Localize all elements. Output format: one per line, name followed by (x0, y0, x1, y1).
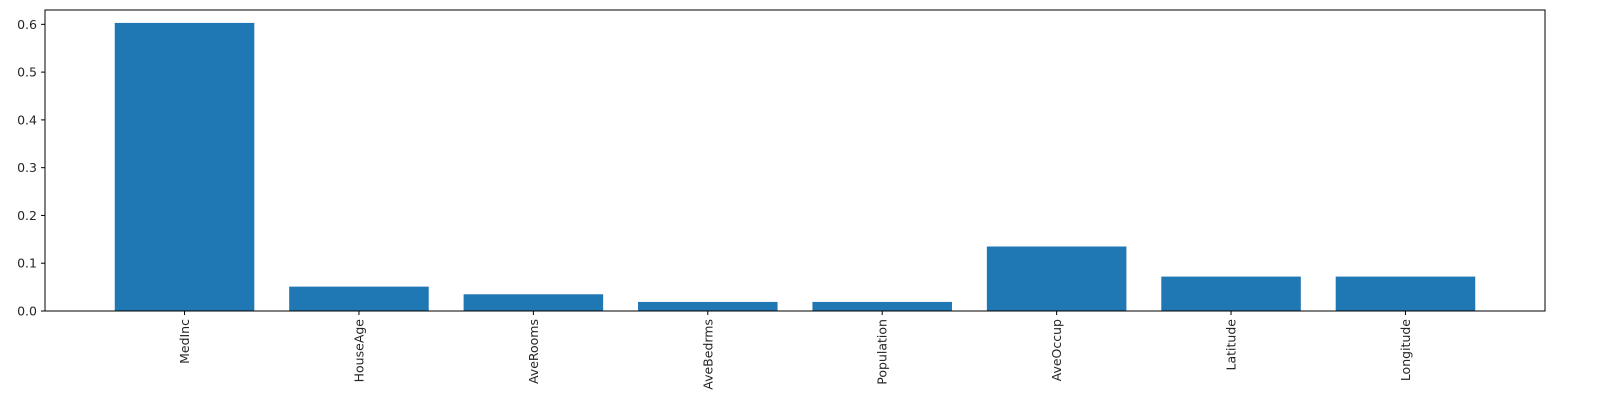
x-tick-label: HouseAge (351, 319, 366, 383)
y-tick-label: 0.2 (17, 208, 37, 223)
y-tick-label: 0.6 (17, 17, 37, 32)
y-tick-label: 0.1 (17, 256, 37, 271)
bars-group (114, 22, 1476, 312)
y-tick-label: 0.4 (17, 112, 37, 127)
bar-averooms (463, 294, 604, 311)
x-tick-label: AveRooms (526, 319, 541, 384)
bar-population (812, 301, 952, 311)
y-tick-label: 0.0 (17, 304, 37, 319)
y-tick-label: 0.5 (17, 65, 37, 80)
x-tick-label: AveBedrms (700, 319, 715, 390)
x-axis: MedInc HouseAge AveRooms AveBedrms Populatio… (177, 311, 1413, 390)
bar-houseage (289, 286, 429, 311)
bar-latitude (1161, 276, 1301, 311)
bar-aveoccup (986, 246, 1127, 311)
x-tick-label: MedInc (177, 319, 192, 364)
y-axis: 0.0 0.1 0.2 0.3 0.4 0.5 0.6 (17, 17, 45, 319)
x-tick-label: Latitude (1224, 319, 1239, 371)
x-tick-label: Longitude (1398, 319, 1413, 381)
y-tick-label: 0.3 (17, 160, 37, 175)
bar-avebedrms (638, 301, 778, 311)
plot-frame (44, 9, 1546, 312)
x-tick-label: Population (875, 319, 890, 385)
x-tick-label: AveOccup (1049, 319, 1064, 381)
bar-medinc (114, 22, 255, 312)
bar-longitude (1335, 276, 1476, 311)
